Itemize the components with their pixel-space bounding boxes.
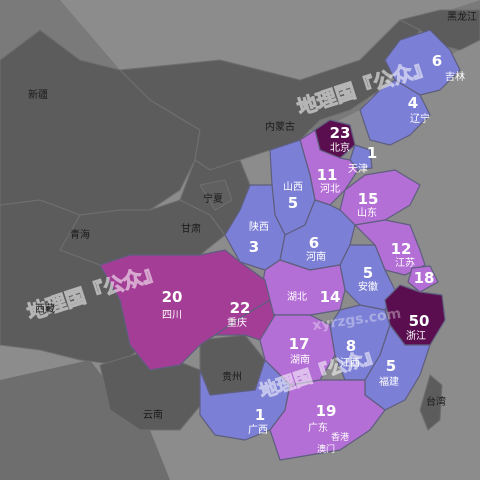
value-hubei: 14 xyxy=(320,288,341,306)
value-jilin: 6 xyxy=(432,52,442,70)
label-beijing: 北京 xyxy=(330,141,350,154)
label-guizhou: 贵州 xyxy=(222,370,242,383)
label-tianjin: 天津 xyxy=(348,163,368,175)
label-liaoning: 辽宁 xyxy=(410,112,430,125)
label-chongqing: 重庆 xyxy=(227,316,247,329)
label-qinghai: 青海 xyxy=(70,228,90,241)
value-sichuan: 20 xyxy=(162,288,183,306)
region-neimenggu xyxy=(119,19,421,171)
label-sichuan: 四川 xyxy=(162,310,182,321)
label-taiwan: 台湾 xyxy=(426,395,446,408)
region-ningxia xyxy=(199,179,233,211)
value-jiangsu: 12 xyxy=(391,240,412,258)
value-anhui: 5 xyxy=(363,264,373,282)
value-henan: 6 xyxy=(309,234,319,252)
label-jiangxi: 江西 xyxy=(340,357,360,369)
value-chongqing: 22 xyxy=(230,299,251,317)
region-taiwan xyxy=(419,374,443,431)
label-hubei: 湖北 xyxy=(287,291,307,303)
value-tianjin: 1 xyxy=(367,144,377,162)
value-hebei: 11 xyxy=(317,166,338,184)
label-xinjiang: 新疆 xyxy=(28,88,48,101)
label-ningxia: 宁夏 xyxy=(203,192,223,205)
region-tianjin[interactable] xyxy=(349,144,373,171)
region-liaoning[interactable] xyxy=(359,79,431,146)
label-neimenggu: 内蒙古 xyxy=(265,120,295,133)
value-jiangxi: 8 xyxy=(346,337,356,355)
value-fujian: 5 xyxy=(386,357,396,375)
southern-neighbour-land xyxy=(0,360,170,480)
region-guangdong[interactable] xyxy=(269,379,386,461)
label-jiangsu: 江苏 xyxy=(395,256,415,269)
label-jilin: 吉林 xyxy=(445,70,465,83)
label-shaanxi: 陕西 xyxy=(249,220,269,233)
region-shanghai[interactable] xyxy=(407,265,439,293)
label-aomen: 澳门 xyxy=(317,443,335,455)
label-gansu: 甘肃 xyxy=(181,222,201,235)
label-xizang: 西藏 xyxy=(35,303,55,315)
value-hunan: 17 xyxy=(289,335,310,353)
label-fujian: 福建 xyxy=(379,375,399,388)
value-beijing: 23 xyxy=(330,124,351,142)
label-hongkong: 香港 xyxy=(331,431,349,443)
label-hunan: 湖南 xyxy=(290,353,310,366)
value-guangxi: 1 xyxy=(255,406,265,424)
label-guangxi: 广西 xyxy=(248,424,268,436)
value-zhejiang: 50 xyxy=(409,312,430,330)
value-guangdong: 19 xyxy=(316,402,337,420)
label-heilongjiang: 黑龙江 xyxy=(447,10,477,23)
region-jilin[interactable] xyxy=(384,29,461,96)
label-hebei: 河北 xyxy=(320,183,340,195)
label-yunnan: 云南 xyxy=(143,408,163,421)
value-liaoning: 4 xyxy=(408,94,418,112)
label-anhui: 安徽 xyxy=(358,280,378,293)
label-zhejiang: 浙江 xyxy=(406,330,426,342)
label-shandong: 山东 xyxy=(357,206,377,219)
value-shaanxi: 3 xyxy=(249,238,259,256)
value-shanghai: 18 xyxy=(414,269,435,287)
label-henan: 河南 xyxy=(306,250,326,263)
value-shandong: 15 xyxy=(358,190,379,208)
label-guangdong: 广东 xyxy=(308,421,328,434)
label-shanxi: 山西 xyxy=(283,181,303,193)
value-shanxi: 5 xyxy=(288,194,298,212)
